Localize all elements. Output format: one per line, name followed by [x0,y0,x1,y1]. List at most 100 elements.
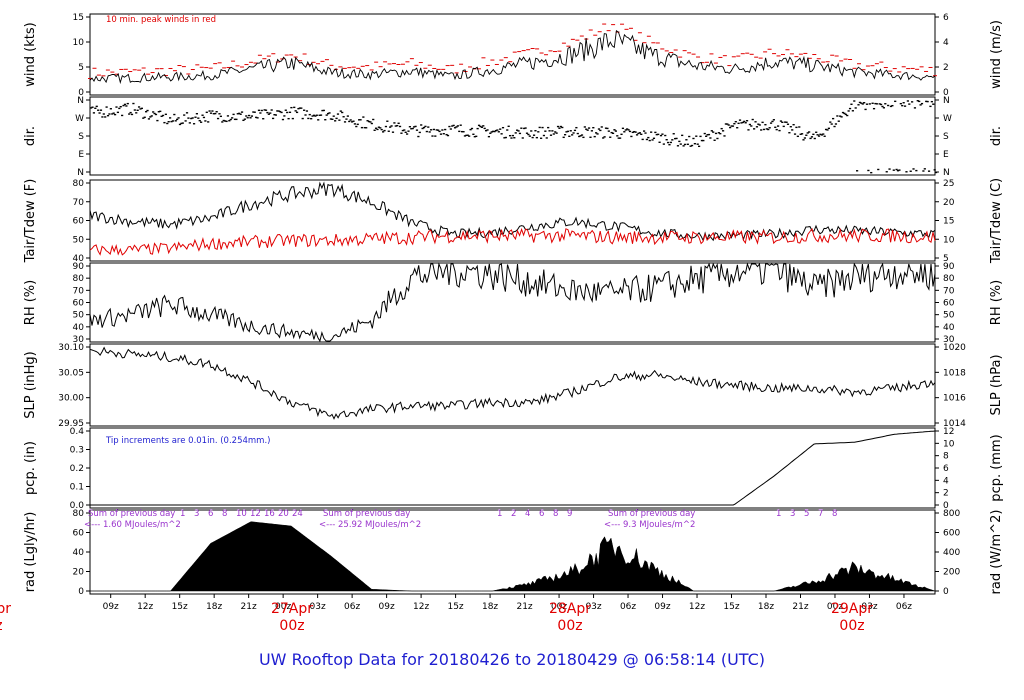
dir-point [699,135,702,138]
dir-point [329,118,333,120]
dir-point [461,130,464,133]
dir-point [675,137,678,140]
dir-point [146,109,149,112]
dir-point [236,113,239,115]
dir-point [276,110,279,112]
dir-point [362,116,365,118]
dir-point [887,104,890,107]
ytick-label-temp: 70 [73,198,85,208]
dir-point [679,143,682,145]
dir-point [826,129,829,131]
hour-label: 2 [511,509,516,519]
dir-point [297,107,300,110]
dir-point [168,117,172,119]
dir-point [833,125,836,128]
dir-point [658,141,661,143]
dir-point [475,135,478,138]
dir-point [589,136,592,138]
dir-point [624,129,627,131]
ytick-label-wind: 15 [73,13,84,23]
date-hour-label: 00z [839,618,864,634]
dir-point [160,115,163,118]
dir-point [810,136,814,138]
dir-point [167,121,170,123]
dir-point [476,127,479,130]
dir-point [504,136,507,139]
dir-point [507,125,510,128]
dir-point [808,131,811,133]
dir-point [256,117,259,119]
dir-point [730,125,733,127]
dir-point [307,117,310,120]
dir-point [341,111,344,114]
dir-point [288,111,292,114]
dir-point [473,135,476,138]
dir-point [523,127,526,130]
dir-point [503,137,506,139]
dir-point [137,106,141,108]
xtick-label: 21z [792,602,808,612]
dir-point [252,111,255,113]
dir-point [397,122,400,124]
xtick-label: 12z [689,602,705,612]
dir-point [544,130,547,132]
dir-point [734,121,737,123]
date-hour-label: 00z [557,618,582,634]
dir-point [355,125,358,128]
dir-point [434,135,437,137]
dir-point [740,122,743,124]
ytick-label-right-rh: 80 [943,274,955,284]
dir-point [864,108,867,111]
ytick-label-right-rh: 30 [943,335,955,345]
dir-point [836,115,839,117]
dir-point [218,113,221,115]
dir-point [394,125,397,127]
dir-point [453,127,457,129]
dir-point [171,120,175,122]
dir-point [674,137,677,140]
dir-point [125,105,128,107]
dir-point [846,114,849,117]
dir-point [913,107,917,109]
hour-label: 6 [539,509,544,519]
dir-point [666,141,670,144]
dir-point [510,137,513,139]
dir-point [181,122,184,124]
dir-point [795,126,798,129]
dir-point [571,134,574,136]
dir-point [91,106,94,108]
dir-point [161,114,165,117]
dir-point [721,130,725,132]
dir-point [792,123,795,126]
xtick-label: 00z [551,602,567,612]
dir-point [726,123,729,125]
xtick-label: 09z [379,602,395,612]
ytick-label-right-slp: 1020 [943,343,966,353]
line-pcp [90,430,936,506]
dir-point [135,112,138,114]
dir-point [720,127,723,130]
dir-point [321,109,324,112]
dir-point [661,133,664,135]
dir-point [222,119,225,122]
dir-point [716,137,719,140]
dir-point [922,170,925,172]
dir-point [881,105,884,108]
ytick-label-temp: 80 [73,179,85,189]
dir-point [580,134,584,136]
dir-point [713,139,716,141]
dir-point [367,120,371,123]
dir-point [854,107,857,109]
dir-point [518,132,522,135]
ytick-label-right-wind: 6 [943,13,949,23]
dir-point [731,125,735,127]
dir-point [603,136,606,138]
dir-point [552,133,555,135]
dir-point [827,127,830,130]
dir-point [919,104,922,106]
dir-point [470,127,474,130]
dir-point [407,130,410,132]
dir-point [563,133,567,136]
dir-point [837,120,840,122]
